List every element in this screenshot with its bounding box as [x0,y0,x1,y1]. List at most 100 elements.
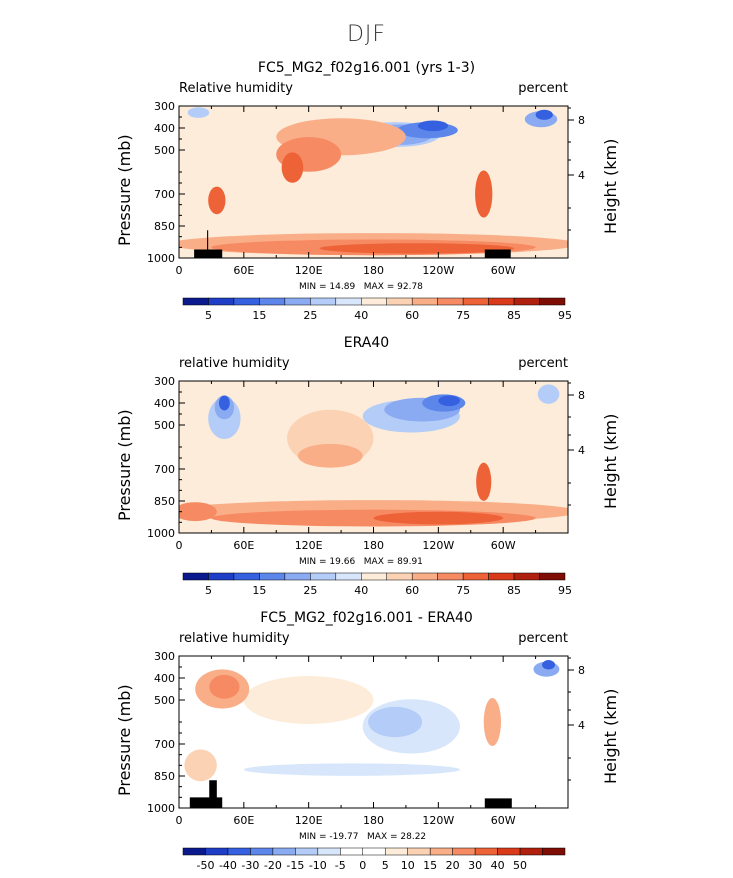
y-tick-label: 400 [154,397,175,410]
max-label: MAX = [355,282,398,292]
colorbar-swatch [462,297,489,306]
colorbar-swatch [474,847,498,856]
colorbar-swatch [208,297,235,306]
colorbar-label: -10 [309,859,327,872]
colorbar-label: 40 [354,309,368,322]
y-tick-label: 850 [154,770,175,783]
height-tick-label: 8 [578,664,585,677]
colorbar-swatch [437,572,464,581]
colorbar-swatch [272,847,296,856]
colorbar-swatch [205,847,229,856]
chart-panel-2: ERA40 relative humidity percent Pressure (m… [0,333,733,603]
colorbar-swatch [429,847,453,856]
colorbar-swatch [284,572,311,581]
max-label: MAX = [355,557,398,567]
min-value: -19.77 [329,832,359,842]
x-tick-label: 180 [363,539,384,552]
min-label: MIN = [299,832,330,842]
colorbar-swatch [250,847,274,856]
colorbar-label: 75 [456,584,470,597]
units-label: percent [518,631,568,646]
field-label: relative humidity [179,356,290,371]
contour-region [537,384,560,404]
colorbar-swatch [513,572,540,581]
min-label: MIN = [299,282,330,292]
min-value: 19.66 [329,557,356,567]
contour-region [243,763,460,776]
contour-region [476,462,492,501]
colorbar-label: 95 [558,584,572,597]
colorbar-swatch [411,572,438,581]
colorbar-label: 60 [405,584,419,597]
x-tick-label: 60W [491,264,516,277]
colorbar-swatch [513,297,540,306]
y-tick-label: 500 [154,694,175,707]
colorbar-label: 85 [507,309,521,322]
colorbar-label: 30 [468,859,482,872]
colorbar-label: -30 [241,859,259,872]
colorbar-swatch [227,847,251,856]
colorbar-label: 15 [252,309,266,322]
colorbar-label: 40 [354,584,368,597]
x-tick-label: 120E [295,814,323,827]
colorbar-swatch [488,572,515,581]
colorbar-swatch [452,847,476,856]
y-tick-label: 700 [154,738,175,751]
colorbar-swatch [362,847,386,856]
y-tick-label: 1000 [147,527,175,540]
colorbar-label: 15 [423,859,437,872]
colorbar-label: 25 [303,309,317,322]
x-tick-label: 180 [363,264,384,277]
height-tick-label: 8 [578,389,585,402]
contour-region [281,152,304,183]
contour-region [373,511,504,525]
colorbar-label: 40 [491,859,505,872]
colorbar-swatch [539,572,566,581]
colorbar-label: -20 [264,859,282,872]
colorbar-swatch [295,847,319,856]
contour-region [438,395,460,407]
colorbar-label: -40 [219,859,237,872]
min-max-stats: MIN = 19.66 MAX = 89.91 [299,557,423,567]
contour-region [187,107,210,118]
colorbar-label: 50 [513,859,527,872]
y-tick-label: 500 [154,144,175,157]
colorbar-label: -5 [335,859,346,872]
y-tick-label: 1000 [147,252,175,265]
x-tick-label: 180 [363,814,384,827]
max-value: 28.22 [400,832,427,842]
topography-mask [484,798,512,808]
topography-mask [194,230,223,258]
y-tick-label: 850 [154,495,175,508]
y-tick-label: 1000 [147,802,175,815]
colorbar-swatch [182,572,209,581]
contour-region [184,749,217,782]
x-tick-label: 0 [176,264,183,277]
height-tick-label: 8 [578,114,585,127]
colorbar-label: 95 [558,309,572,322]
colorbar-swatch [407,847,431,856]
max-value: 92.78 [397,282,423,292]
max-value: 89.91 [397,557,423,567]
x-tick-label: 60E [233,539,254,552]
colorbar-label: 15 [252,584,266,597]
colorbar-swatch [437,297,464,306]
units-label: percent [518,356,568,371]
y-tick-label: 400 [154,672,175,685]
min-value: 14.89 [329,282,356,292]
colorbar-swatch [259,572,286,581]
colorbar-label: 85 [507,584,521,597]
colorbar-label: 20 [446,859,460,872]
colorbar-label: 75 [456,309,470,322]
contour-region [208,186,226,215]
height-tick-label: 4 [578,444,585,457]
colorbar-swatch [539,297,566,306]
colorbar-swatch [340,847,364,856]
y-tick-label: 500 [154,419,175,432]
contour-region [417,120,449,132]
colorbar-label: 60 [405,309,419,322]
colorbar-swatch [182,297,209,306]
contour-region [542,660,556,670]
